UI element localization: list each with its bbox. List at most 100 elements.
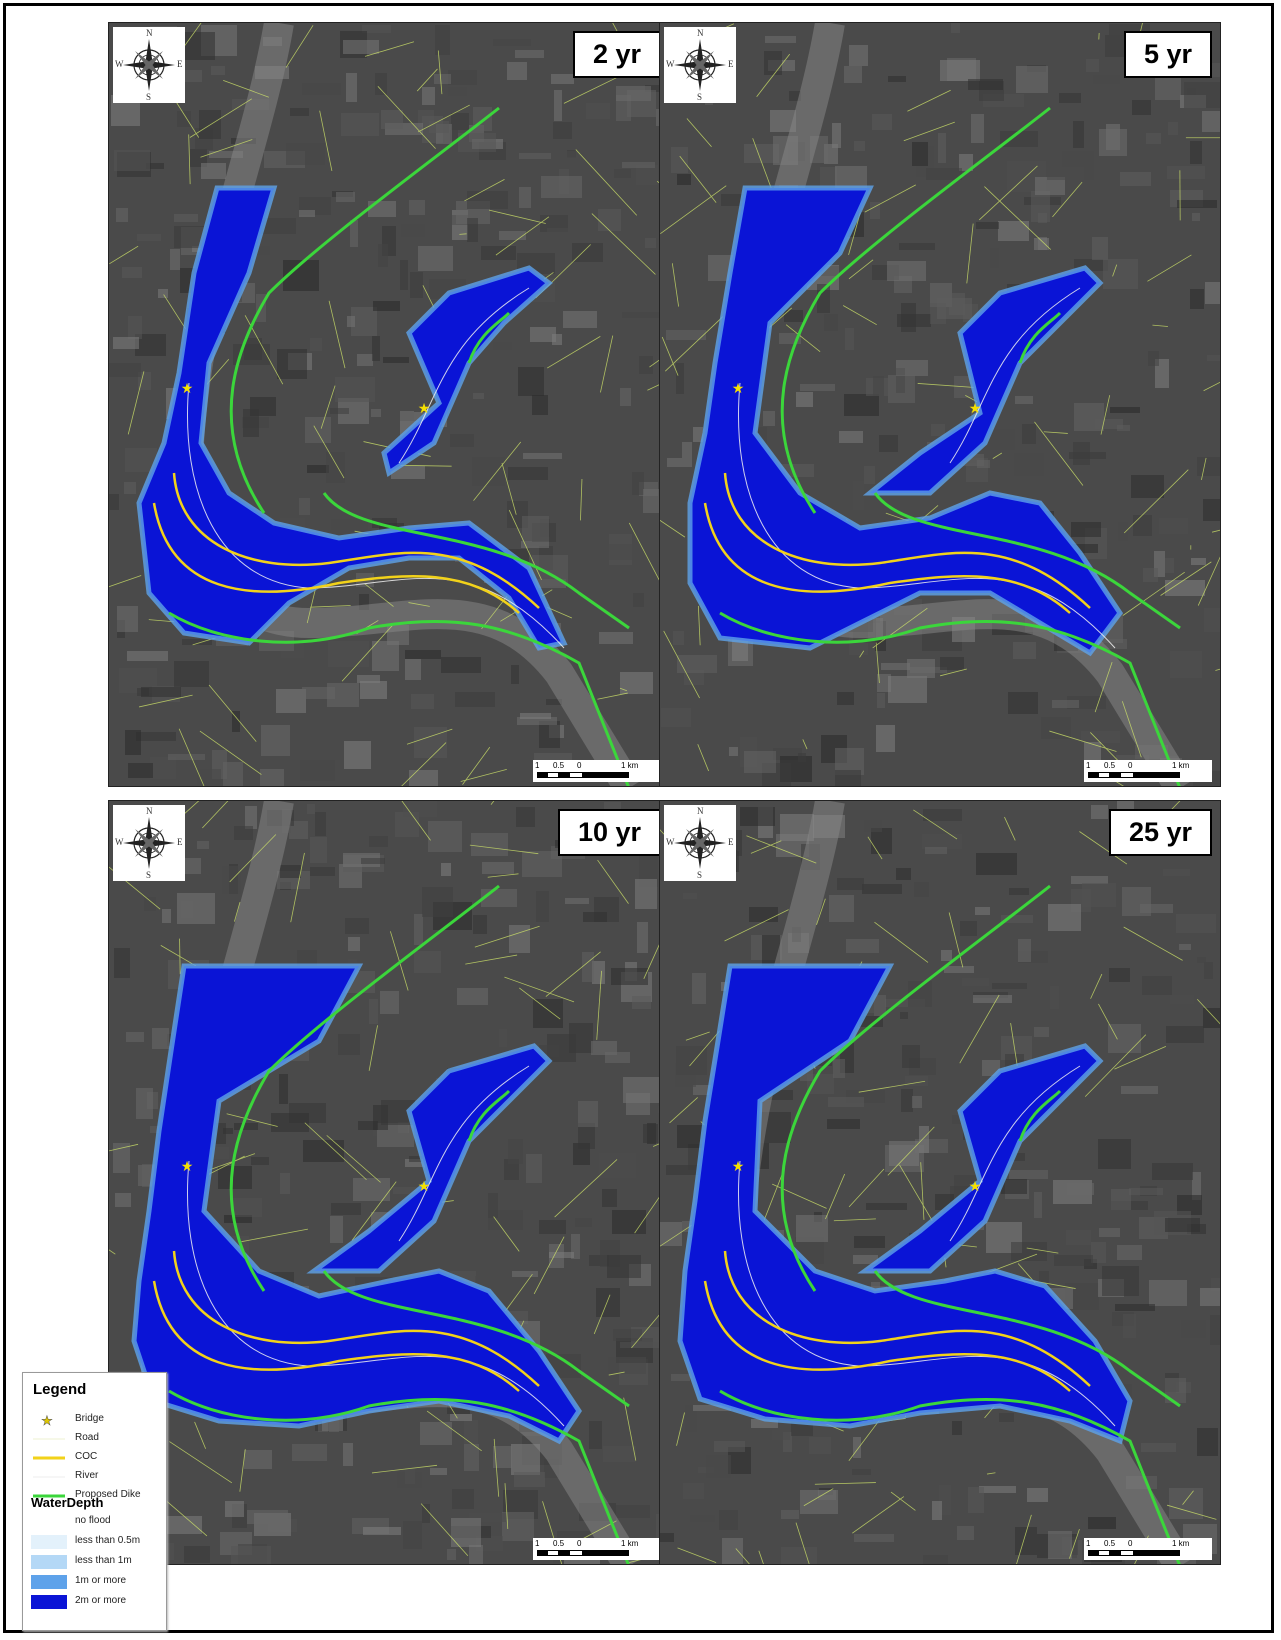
depth-swatch bbox=[31, 1535, 67, 1549]
coc-lines bbox=[152, 472, 540, 614]
depth-swatch bbox=[31, 1515, 67, 1529]
compass-w-label: W bbox=[115, 837, 124, 847]
depth-legend-item: less than 1m bbox=[29, 1553, 164, 1571]
flood-extent bbox=[139, 188, 564, 648]
depth-swatch bbox=[31, 1575, 67, 1589]
scale-tick-label: 0 bbox=[577, 761, 582, 770]
depth-legend-item: 2m or more bbox=[29, 1593, 164, 1611]
compass-icon: N S W E bbox=[664, 805, 736, 881]
legend-item: Proposed Dike bbox=[29, 1487, 164, 1505]
scale-tick-label: 0.5 bbox=[1104, 761, 1116, 770]
scale-tick-label: 0 bbox=[1128, 1539, 1133, 1548]
depth-legend-item: less than 0.5m bbox=[29, 1533, 164, 1551]
river-line bbox=[33, 1476, 65, 1478]
return-period-label: 10 yr bbox=[557, 809, 661, 856]
legend-item: COC bbox=[29, 1449, 164, 1467]
scale-tick-label: 1 km bbox=[1172, 761, 1190, 770]
star-icon: ★ bbox=[41, 1414, 53, 1426]
scale-bar: 1 0.5 0 1 km bbox=[533, 760, 661, 782]
compass-e-label: E bbox=[177, 837, 183, 847]
bridge-icon: ★ bbox=[418, 1179, 431, 1195]
compass-n-label: N bbox=[697, 806, 704, 816]
coc-lines bbox=[703, 1250, 1091, 1392]
compass-w-label: W bbox=[666, 59, 675, 69]
scale-bar-graphic bbox=[537, 772, 629, 778]
bridge-icon: ★ bbox=[969, 1179, 982, 1195]
scale-bar-graphic bbox=[537, 1550, 629, 1556]
scale-tick-label: 0 bbox=[1128, 761, 1133, 770]
scale-bar: 1 0.5 0 1 km bbox=[533, 1538, 661, 1560]
scale-tick-label: 1 km bbox=[1172, 1539, 1190, 1548]
legend-item-label: Proposed Dike bbox=[75, 1489, 141, 1500]
compass-s-label: S bbox=[146, 870, 152, 880]
scale-tick-label: 0.5 bbox=[1104, 1539, 1116, 1548]
legend-item-label: Road bbox=[75, 1432, 99, 1443]
map-legend: Legend ★ Bridge Road COC River Proposed Dike … bbox=[22, 1372, 167, 1631]
flood-extent bbox=[690, 188, 1120, 653]
legend-item-label: Bridge bbox=[75, 1413, 104, 1424]
compass-n-label: N bbox=[697, 28, 704, 38]
depth-legend-item: no flood bbox=[29, 1513, 164, 1531]
return-period-label: 25 yr bbox=[1108, 809, 1212, 856]
water-depth-title: WaterDepth bbox=[31, 1495, 104, 1510]
scale-bar-graphic bbox=[1088, 772, 1180, 778]
proposed-dike bbox=[168, 884, 630, 1564]
scale-tick-label: 1 km bbox=[621, 1539, 639, 1548]
scale-bar-graphic bbox=[1088, 1550, 1180, 1556]
flood-map: ★★ bbox=[109, 801, 669, 1564]
legend-item: River bbox=[29, 1468, 164, 1486]
depth-swatch bbox=[31, 1595, 67, 1609]
compass-n-label: N bbox=[146, 806, 153, 816]
flood-map: ★★ bbox=[660, 23, 1220, 786]
coc-lines bbox=[703, 472, 1091, 614]
coc-lines bbox=[152, 1250, 540, 1392]
depth-legend-label: less than 0.5m bbox=[75, 1535, 141, 1546]
compass-w-label: W bbox=[666, 837, 675, 847]
depth-legend-label: no flood bbox=[75, 1515, 111, 1526]
scale-tick-label: 1 bbox=[1086, 1539, 1091, 1548]
scale-tick-label: 1 bbox=[1086, 761, 1091, 770]
compass-s-label: S bbox=[697, 870, 703, 880]
compass-n-label: N bbox=[146, 28, 153, 38]
bridge-icon: ★ bbox=[732, 381, 745, 397]
scale-tick-label: 1 bbox=[535, 761, 540, 770]
bridge-icon: ★ bbox=[418, 401, 431, 417]
scale-tick-label: 1 bbox=[535, 1539, 540, 1548]
legend-item-label: River bbox=[75, 1470, 99, 1481]
depth-legend-label: 1m or more bbox=[75, 1575, 127, 1586]
compass-w-label: W bbox=[115, 59, 124, 69]
scale-bar: 1 0.5 0 1 km bbox=[1084, 760, 1212, 782]
return-period-label: 2 yr bbox=[572, 31, 661, 78]
depth-legend-item: 1m or more bbox=[29, 1573, 164, 1591]
scale-tick-label: 0 bbox=[577, 1539, 582, 1548]
legend-item: ★ Bridge bbox=[29, 1411, 164, 1429]
legend-item: Road bbox=[29, 1430, 164, 1448]
scale-tick-label: 1 km bbox=[621, 761, 639, 770]
coc-line bbox=[33, 1456, 65, 1460]
compass-e-label: E bbox=[728, 59, 734, 69]
flood-map: ★★ bbox=[660, 801, 1220, 1564]
compass-icon: N S W E bbox=[113, 805, 185, 881]
depth-legend-label: 2m or more bbox=[75, 1595, 127, 1606]
proposed-dike bbox=[719, 884, 1181, 1564]
bridge-icon: ★ bbox=[969, 401, 982, 417]
compass-s-label: S bbox=[146, 92, 152, 102]
compass-e-label: E bbox=[728, 837, 734, 847]
road-line bbox=[33, 1438, 65, 1440]
bridge-icon: ★ bbox=[732, 1159, 745, 1175]
scale-bar: 1 0.5 0 1 km bbox=[1084, 1538, 1212, 1560]
compass-s-label: S bbox=[697, 92, 703, 102]
proposed-dike bbox=[168, 106, 630, 786]
depth-legend-label: less than 1m bbox=[75, 1555, 132, 1566]
proposed-dike bbox=[719, 106, 1181, 786]
bridge-icon: ★ bbox=[181, 1159, 194, 1175]
svg-text:★: ★ bbox=[41, 1414, 53, 1426]
compass-e-label: E bbox=[177, 59, 183, 69]
depth-swatch bbox=[31, 1555, 67, 1569]
legend-item-label: COC bbox=[75, 1451, 98, 1462]
scale-tick-label: 0.5 bbox=[553, 761, 565, 770]
